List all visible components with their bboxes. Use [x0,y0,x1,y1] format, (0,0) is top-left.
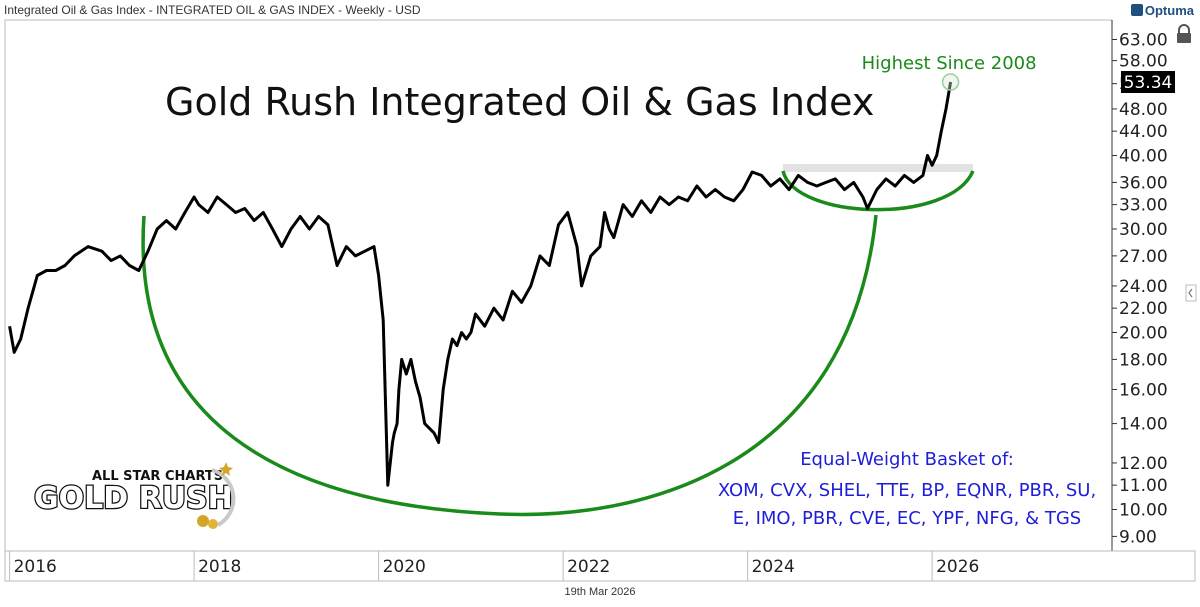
x-tick-label: 2018 [198,557,241,577]
logo-line-2: GOLD RUSH [34,481,233,516]
y-tick-label: 63.00 [1119,31,1168,51]
y-tick-label: 18.00 [1119,350,1168,370]
optuma-brand: Optuma [1130,3,1194,18]
y-tick-label: 48.00 [1119,100,1168,120]
y-tick-label: 40.00 [1119,146,1168,166]
chart-header-title: Integrated Oil & Gas Index - INTEGRATED … [4,3,421,17]
x-axis-band [4,550,1196,582]
small-base-arc [781,170,975,212]
y-tick-label: 33.00 [1119,196,1168,216]
y-tick-label: 30.00 [1119,220,1168,240]
current-value-badge: 53.34 [1121,71,1175,94]
series-line [8,81,953,487]
y-tick-label: 20.00 [1119,323,1168,343]
current-value-label: 53.34 [1124,73,1173,93]
x-tick-label: 2026 [936,557,979,577]
y-tick-label: 9.00 [1119,527,1157,547]
highest-since-2008-annotation: Highest Since 2008 [862,53,1037,74]
y-tick-label: 36.00 [1119,173,1168,193]
optuma-brand-label: Optuma [1144,3,1194,18]
x-tick-label: 2020 [383,557,426,577]
gold-nugget-icon [208,519,218,529]
y-tick-label: 44.00 [1119,122,1168,142]
basket-line-1: XOM, CVX, SHEL, TTE, BP, EQNR, PBR, SU, [718,480,1096,501]
footer-date: 19th Mar 2026 [564,586,636,598]
y-tick-label: 58.00 [1119,52,1168,72]
logo-line-1: ALL STAR CHARTS [92,469,223,484]
expand-arrows-icon[interactable] [1185,284,1197,302]
logo-swoosh-icon [211,468,236,527]
sparkle-icon [219,462,233,476]
y-tick-label: 14.00 [1119,415,1168,435]
y-tick-label: 22.00 [1119,299,1168,319]
large-base-arc [141,214,878,517]
basket-line-2: E, IMO, PBR, CVE, EC, YPF, NFG, & TGS [733,508,1082,529]
optuma-logo-icon [1130,4,1143,16]
lock-icon[interactable] [1177,24,1191,43]
x-tick-label: 2024 [752,557,795,577]
gold-rush-logo: ALL STAR CHARTS GOLD RUSH [33,462,236,529]
y-tick-label: 27.00 [1119,247,1168,267]
y-tick-label: 24.00 [1119,277,1168,297]
y-axis-ticks: 63.0058.0053.0048.0044.0040.0036.0033.00… [1112,31,1168,547]
chart-title: Gold Rush Integrated Oil & Gas Index [165,80,874,124]
y-tick-label: 12.00 [1119,454,1168,474]
consolidation-range-box [783,164,973,172]
basket-heading: Equal-Weight Basket of: [800,449,1014,470]
y-tick-label: 11.00 [1119,476,1168,496]
gold-nugget-icon [197,515,209,527]
x-tick-label: 2022 [567,557,610,577]
last-point-marker [941,73,960,91]
x-tick-label: 2016 [14,557,57,577]
y-tick-label: 16.00 [1119,380,1168,400]
x-axis-ticks: 2016 2018 2020 2022 2024 2026 [9,551,979,581]
y-tick-label: 10.00 [1119,500,1168,520]
value-badge-bg [1121,71,1175,94]
